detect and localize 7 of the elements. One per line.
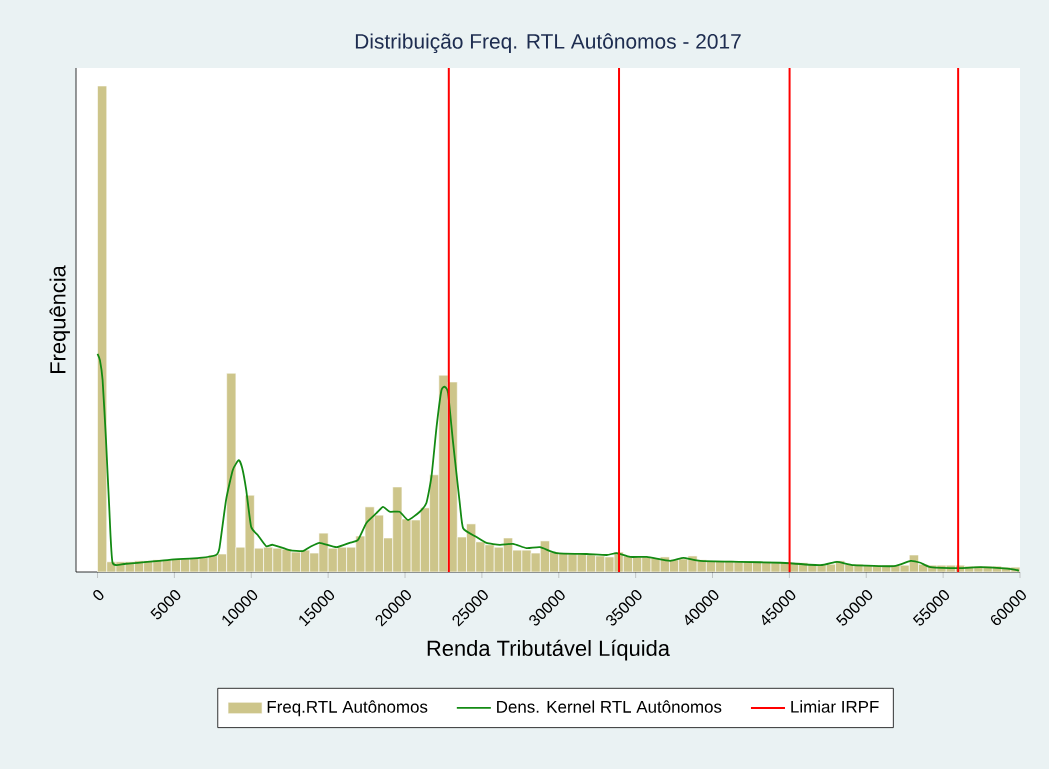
x-tick-label: 0 [93,589,104,601]
legend-label: Dens. Kernel RTL Autônomos [497,700,722,713]
x-axis-title: Renda Tributável Líquida [427,639,670,661]
legend-label: Limiar IRPF [791,700,879,713]
y-axis-title: Frequência [49,265,70,374]
legend-label: Freq.RTL Autônomos [267,700,428,717]
chart-title: Distribuição Freq. RTL Autônomos - 2017 [355,33,741,53]
